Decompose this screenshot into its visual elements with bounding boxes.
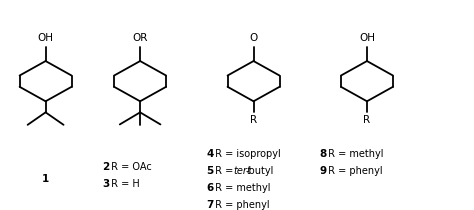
Text: R =: R = xyxy=(212,166,237,176)
Text: R: R xyxy=(250,115,257,125)
Text: 4: 4 xyxy=(206,149,214,159)
Text: R: R xyxy=(364,115,371,125)
Text: R = isopropyl: R = isopropyl xyxy=(212,149,281,159)
Text: O: O xyxy=(249,33,258,43)
Text: R = H: R = H xyxy=(108,179,140,189)
Text: 6: 6 xyxy=(206,183,213,193)
Text: R = phenyl: R = phenyl xyxy=(325,166,383,176)
Text: 9: 9 xyxy=(319,166,327,176)
Text: 8: 8 xyxy=(319,149,327,159)
Text: 3: 3 xyxy=(102,179,109,189)
Text: R = OAc: R = OAc xyxy=(108,162,152,172)
Text: OR: OR xyxy=(132,33,148,43)
Text: 1: 1 xyxy=(42,174,49,184)
Text: R = methyl: R = methyl xyxy=(212,183,271,193)
Text: R = methyl: R = methyl xyxy=(325,149,384,159)
Text: OH: OH xyxy=(359,33,375,43)
Text: OH: OH xyxy=(37,33,54,43)
Text: -butyl: -butyl xyxy=(246,166,274,176)
Text: tert: tert xyxy=(234,166,251,176)
Text: 2: 2 xyxy=(102,162,109,172)
Text: R = phenyl: R = phenyl xyxy=(212,200,270,210)
Text: 5: 5 xyxy=(206,166,213,176)
Text: 7: 7 xyxy=(206,200,214,210)
